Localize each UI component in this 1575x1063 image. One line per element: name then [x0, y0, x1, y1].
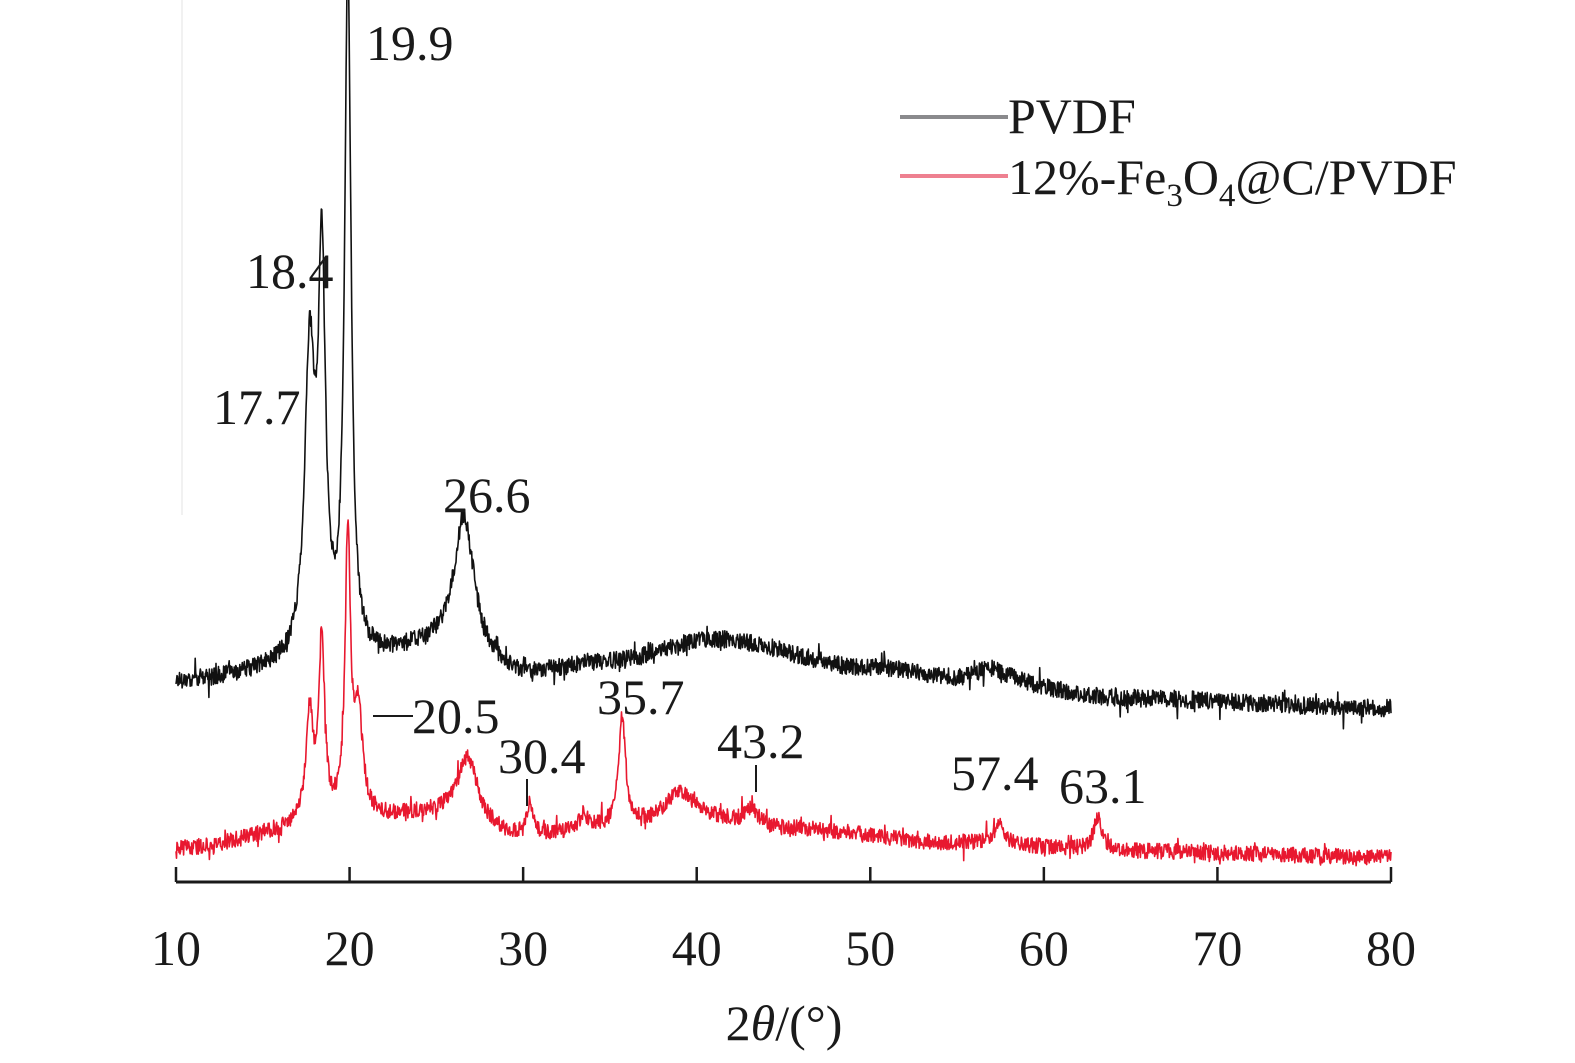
- annotation-35-7: 35.7: [597, 669, 685, 725]
- annotation-17-7: 17.7: [213, 379, 301, 435]
- x-tick-label: 40: [672, 920, 722, 976]
- x-axis-label-prefix: 2: [726, 995, 751, 1051]
- x-axis-label: 2θ/(°): [726, 995, 843, 1051]
- annotation-30-4: 30.4: [498, 728, 586, 784]
- x-tick-label: 10: [151, 920, 201, 976]
- x-tick-label: 30: [498, 920, 548, 976]
- annotation-18-4: 18.4: [246, 243, 334, 299]
- legend-part-o: O: [1183, 149, 1219, 205]
- x-tick-label: 70: [1192, 920, 1242, 976]
- legend-part-rest: @C/PVDF: [1235, 149, 1456, 205]
- legend-label-pvdf: PVDF: [1008, 88, 1136, 144]
- x-axis-label-theta: θ: [751, 995, 776, 1051]
- x-tick-label: 20: [325, 920, 375, 976]
- series-line-fe3o4-pvdf: [175, 519, 1392, 867]
- series-layer: [175, 0, 1392, 867]
- annotation-19-9: 19.9: [366, 15, 454, 71]
- x-tick-label: 80: [1366, 920, 1416, 976]
- legend-part-1: 12%-Fe: [1008, 149, 1166, 205]
- legend-label-fe3o4-pvdf: 12%-Fe3O4@C/PVDF: [1008, 149, 1457, 214]
- x-axis: 10 20 30 40 50 60 70 80: [151, 867, 1416, 976]
- annotation-26-6: 26.6: [443, 467, 531, 523]
- annotation-63-1: 63.1: [1059, 758, 1147, 814]
- series-line-pvdf: [175, 0, 1392, 730]
- annotation-20-5: 20.5: [412, 688, 500, 744]
- x-tick-label: 50: [845, 920, 895, 976]
- annotations: 19.9 18.4 17.7 26.6 20.5 30.4 35.7 43.2 …: [213, 15, 1147, 814]
- legend: PVDF 12%-Fe3O4@C/PVDF: [900, 88, 1457, 214]
- annotation-43-2: 43.2: [717, 713, 805, 769]
- legend-sub-4: 4: [1219, 178, 1236, 214]
- annotation-57-4: 57.4: [951, 745, 1039, 801]
- x-tick-label: 60: [1019, 920, 1069, 976]
- x-axis-label-unit: /(°): [775, 995, 842, 1051]
- legend-sub-3: 3: [1166, 178, 1183, 214]
